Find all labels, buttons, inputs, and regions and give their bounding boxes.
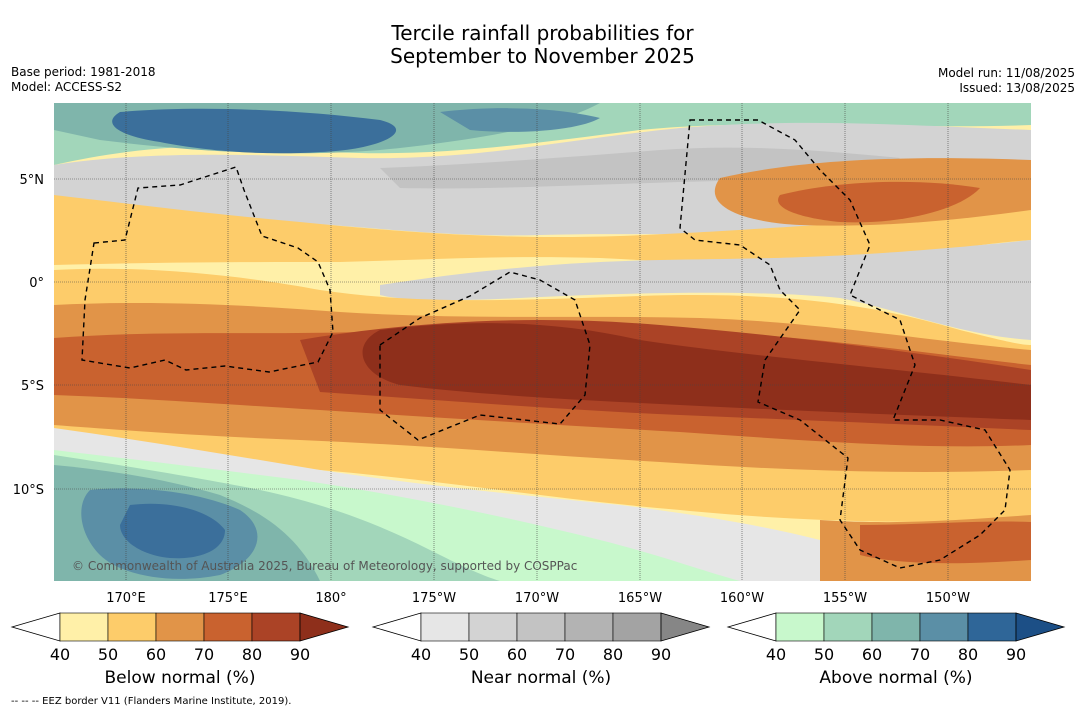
colorbar-below: 40 50 60 70 80 90 <box>10 612 350 664</box>
lon-label-160w: 160°W <box>720 591 764 606</box>
colorbar-below-tick: 80 <box>242 645 262 664</box>
colorbar-below-segment <box>251 612 301 642</box>
ne-below-core <box>778 181 980 223</box>
lon-label-175e: 175°E <box>208 591 248 606</box>
colorbar-above-high-extension <box>1015 612 1066 642</box>
colorbar-below-high-extension <box>299 612 350 642</box>
colorbar-above: 40 50 60 70 80 90 <box>726 612 1066 664</box>
colorbar-below-low-extension <box>10 612 61 642</box>
colorbar-near-tick: 70 <box>555 645 575 664</box>
colorbar-below-tick: 70 <box>194 645 214 664</box>
colorbar-near-segment <box>468 612 518 642</box>
colorbar-above-tick: 50 <box>814 645 834 664</box>
colorbar-above-tick: 60 <box>862 645 882 664</box>
colorbar-near-tick: 40 <box>411 645 431 664</box>
model-run: Model run: 11/08/2025 <box>937 66 1075 80</box>
equatorial-near-band <box>380 240 1031 340</box>
base-period: Base period: 1981-2018 <box>11 65 156 79</box>
lat-label-10s: 10°S <box>13 483 44 498</box>
lat-labels: 5°N 0° 5°S 10°S <box>13 173 44 498</box>
colorbar-above-segment <box>967 612 1017 642</box>
lat-label-0: 0° <box>29 276 44 291</box>
meta-left: Base period: 1981-2018 Model: ACCESS-S2 <box>11 65 156 95</box>
lat-label-5n: 5°N <box>20 173 45 188</box>
colorbar-near-segment <box>516 612 566 642</box>
probability-field <box>54 103 1031 581</box>
eez-kiribati-line-islands <box>679 119 1011 569</box>
model-name: Model: ACCESS-S2 <box>11 80 123 94</box>
colorbar-near: 40 50 60 70 80 90 <box>371 612 711 664</box>
issued-date: Issued: 13/08/2025 <box>959 81 1075 95</box>
colorbar-above-tick: 40 <box>766 645 786 664</box>
colorbar-below-segment <box>59 612 109 642</box>
colorbar-title-below: Below normal (%) <box>104 668 256 688</box>
colorbar-above-segment <box>775 612 825 642</box>
colorbar-near-low-extension <box>371 612 422 642</box>
colorbar-near-high-extension <box>660 612 711 642</box>
colorbar-below-segment <box>107 612 157 642</box>
lon-label-175w: 175°W <box>412 591 456 606</box>
colorbar-above-segment <box>823 612 873 642</box>
colorbar-below-tick: 40 <box>50 645 70 664</box>
colorbar-near-segment <box>564 612 614 642</box>
colorbar-above-tick: 70 <box>910 645 930 664</box>
colorbar-above-tick: 90 <box>1006 645 1026 664</box>
colorbar-above-segment <box>919 612 969 642</box>
north-above-small <box>440 108 600 132</box>
colorbar-near-segment <box>612 612 662 642</box>
colorbar-near-tick: 60 <box>507 645 527 664</box>
eez-footer-note: -- -- -- EEZ border V11 (Flanders Marine… <box>11 696 292 707</box>
eez-borders <box>81 119 1011 569</box>
lon-label-155w: 155°W <box>823 591 867 606</box>
lon-label-150w: 150°W <box>926 591 970 606</box>
eez-kiribati-phoenix <box>379 271 591 441</box>
south-above-peak <box>120 503 225 559</box>
colorbar-below-tick: 60 <box>146 645 166 664</box>
north-above-peak <box>112 108 397 154</box>
eez-kiribati-gilbert <box>81 166 334 373</box>
colorbar-near-tick: 80 <box>603 645 623 664</box>
meta-right: Model run: 11/08/2025 Issued: 13/08/2025 <box>938 66 1075 96</box>
copyright-text: © Commonwealth of Australia 2025, Bureau… <box>72 559 577 573</box>
title-line-2: September to November 2025 <box>390 44 695 68</box>
map-title: Tercile rainfall probabilities for Septe… <box>0 22 1085 68</box>
colorbar-title-near: Near normal (%) <box>470 668 612 688</box>
colorbar-below-tick: 90 <box>290 645 310 664</box>
lon-label-170e: 170°E <box>106 591 146 606</box>
colorbar-above-tick: 80 <box>958 645 978 664</box>
lat-label-5s: 5°S <box>21 379 44 394</box>
south-below-peak <box>362 323 1031 420</box>
lon-label-170w: 170°W <box>515 591 559 606</box>
colorbar-title-above: Above normal (%) <box>819 668 973 688</box>
colorbar-near-tick: 50 <box>459 645 479 664</box>
colorbar-below-tick: 50 <box>98 645 118 664</box>
title-line-1: Tercile rainfall probabilities for <box>391 21 694 45</box>
lon-label-165w: 165°W <box>618 591 662 606</box>
lon-label-180: 180° <box>315 591 346 606</box>
colorbar-below-segment <box>155 612 205 642</box>
colorbar-near-tick: 90 <box>651 645 671 664</box>
se-below-core <box>860 521 1031 564</box>
colorbar-above-segment <box>871 612 921 642</box>
colorbar-above-low-extension <box>726 612 777 642</box>
colorbar-below-segment <box>203 612 253 642</box>
lon-labels: 170°E 175°E 180° 175°W 170°W 165°W 160°W… <box>106 591 970 606</box>
colorbar-near-segment <box>420 612 470 642</box>
colorbars: 40 50 60 70 80 90 40 50 60 70 80 90 40 50 60 70 80 90 <box>10 612 1066 664</box>
